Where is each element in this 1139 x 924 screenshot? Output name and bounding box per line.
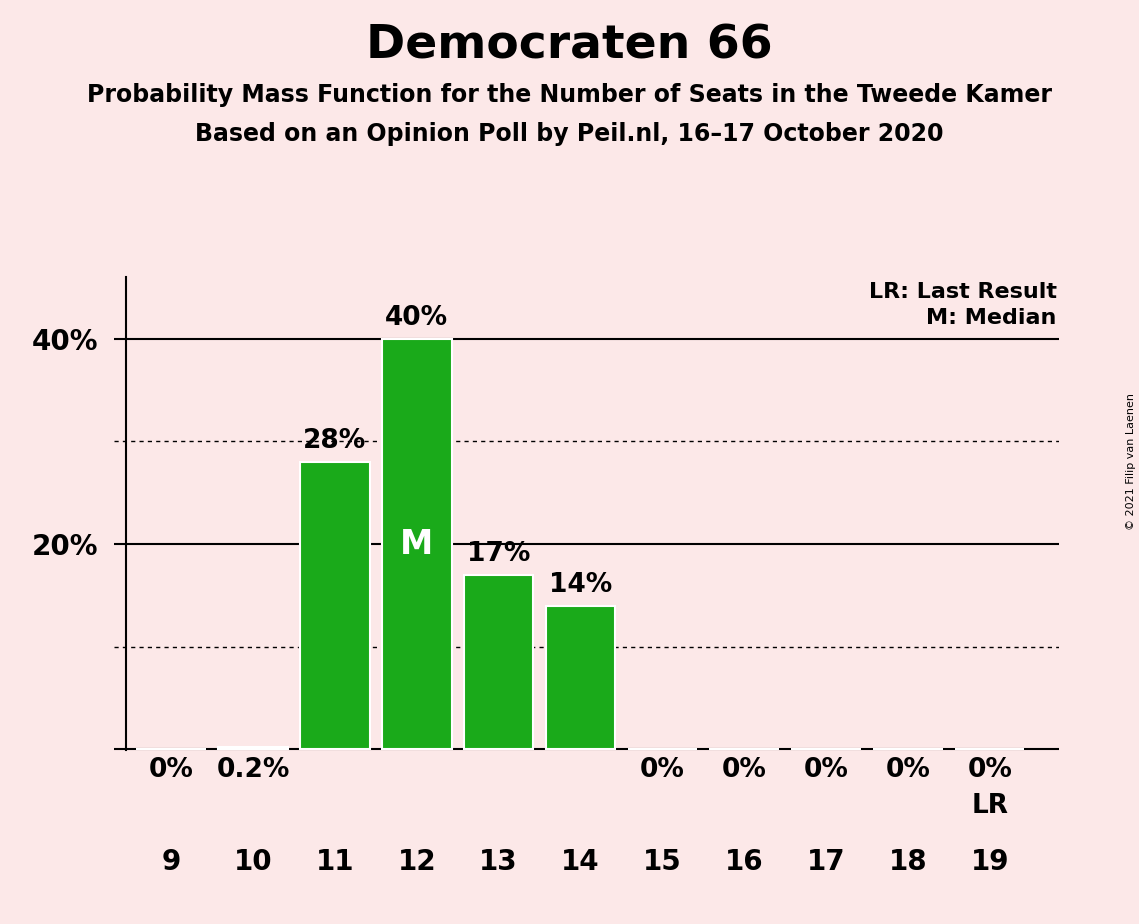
Text: 0%: 0% bbox=[149, 757, 194, 783]
Text: 0.2%: 0.2% bbox=[216, 757, 289, 783]
Text: © 2021 Filip van Laenen: © 2021 Filip van Laenen bbox=[1126, 394, 1136, 530]
Text: LR: Last Result: LR: Last Result bbox=[869, 283, 1057, 302]
Bar bbox=[464, 575, 533, 749]
Bar bbox=[219, 748, 288, 749]
Text: M: M bbox=[400, 528, 433, 561]
Text: Democraten 66: Democraten 66 bbox=[366, 23, 773, 68]
Text: 0%: 0% bbox=[885, 757, 931, 783]
Text: Probability Mass Function for the Number of Seats in the Tweede Kamer: Probability Mass Function for the Number… bbox=[87, 83, 1052, 107]
Bar bbox=[382, 339, 451, 749]
Text: 0%: 0% bbox=[803, 757, 849, 783]
Text: 0%: 0% bbox=[640, 757, 685, 783]
Text: Based on an Opinion Poll by Peil.nl, 16–17 October 2020: Based on an Opinion Poll by Peil.nl, 16–… bbox=[195, 122, 944, 146]
Text: 28%: 28% bbox=[303, 428, 367, 454]
Text: 14%: 14% bbox=[549, 572, 612, 598]
Text: LR: LR bbox=[972, 793, 1008, 819]
Text: 0%: 0% bbox=[967, 757, 1013, 783]
Text: 40%: 40% bbox=[385, 305, 449, 331]
Text: M: Median: M: Median bbox=[926, 308, 1057, 328]
Bar bbox=[300, 462, 370, 749]
Text: 0%: 0% bbox=[722, 757, 767, 783]
Bar bbox=[546, 606, 615, 749]
Text: 17%: 17% bbox=[467, 541, 531, 566]
